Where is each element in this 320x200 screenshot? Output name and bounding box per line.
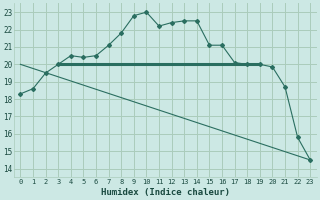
X-axis label: Humidex (Indice chaleur): Humidex (Indice chaleur) — [101, 188, 230, 197]
